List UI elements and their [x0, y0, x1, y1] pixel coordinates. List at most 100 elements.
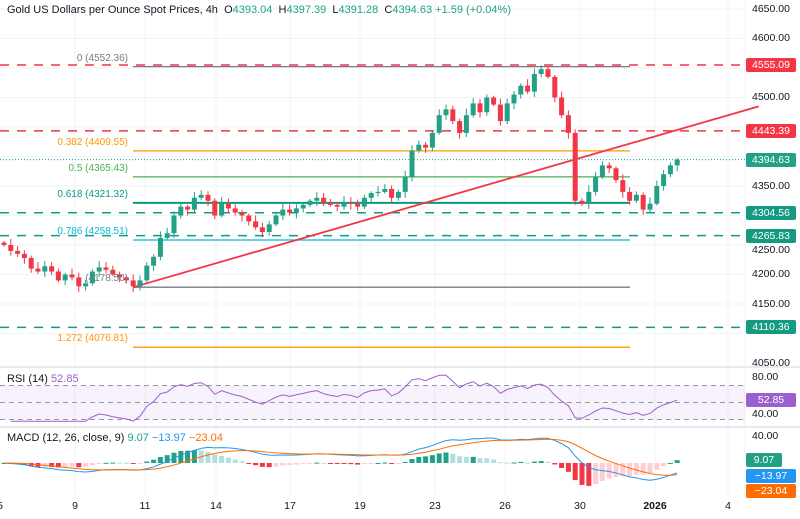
candle-body: [198, 194, 204, 198]
macd-histogram-bar: [538, 461, 544, 463]
macd-histogram-bar: [511, 462, 517, 464]
macd-histogram-bar: [593, 463, 599, 485]
fib-label: 0 (4552.36): [76, 52, 128, 64]
candle-body: [178, 206, 184, 216]
date-tick: 9: [72, 500, 78, 512]
candle-body: [416, 144, 422, 151]
macd-histogram-bar: [423, 456, 429, 463]
macd-histogram-bar: [579, 463, 585, 485]
candle-body: [443, 109, 449, 116]
candle-body: [423, 144, 429, 148]
macd-histogram-bar: [103, 462, 109, 464]
candle-body: [21, 253, 27, 258]
price-tick: 4350.00: [752, 179, 790, 192]
date-tick: 19: [354, 500, 366, 512]
date-tick: 30: [574, 500, 586, 512]
candle-body: [123, 277, 129, 281]
candle-body: [321, 197, 327, 203]
macd-histogram-bar: [477, 458, 483, 463]
candle-body: [157, 237, 163, 257]
macd-histogram-bar: [137, 463, 143, 464]
candle-body: [42, 266, 48, 272]
macd-histogram-bar: [620, 463, 626, 477]
macd-histogram-bar: [55, 463, 61, 468]
change-value: +1.59 (+0.04%): [435, 4, 511, 16]
candle-body: [232, 208, 238, 213]
fib-label: 0.5 (4365.43): [68, 162, 129, 174]
date-tick: 2026: [643, 500, 667, 512]
macd-histogram-bar: [246, 463, 252, 464]
candle-body: [559, 97, 565, 116]
candle-body: [511, 94, 517, 104]
candle-body: [538, 69, 544, 74]
macd-histogram-bar: [627, 463, 633, 477]
candle-body: [327, 202, 333, 205]
candle-body: [144, 265, 150, 281]
candle-body: [293, 208, 299, 213]
macd-histogram-bar: [559, 463, 565, 468]
macd-histogram-bar: [83, 463, 89, 467]
candle-body: [565, 115, 571, 133]
macd-histogram-bar: [151, 459, 157, 463]
rsi-tick: 80.00: [752, 370, 779, 383]
price-tick: 4200.00: [752, 268, 790, 280]
candle-body: [368, 193, 374, 198]
rsi-value-tag: 52.85: [746, 393, 796, 408]
candle-body: [171, 215, 177, 234]
candle-body: [76, 277, 82, 287]
candle-body: [633, 194, 639, 201]
close-value: 4394.63: [392, 4, 433, 16]
macd-histogram-bar: [327, 463, 333, 464]
macd-histogram-bar: [436, 453, 442, 463]
candle-body: [470, 103, 476, 116]
macd-histogram-bar: [293, 463, 299, 465]
macd-histogram-bar: [49, 463, 55, 467]
fib-label: 0.618 (4321.32): [57, 188, 128, 200]
candle-body: [348, 202, 354, 204]
macd-histogram-bar: [178, 450, 184, 463]
fib-label: 1.272 (4076.81): [57, 333, 128, 345]
candle-body: [314, 197, 320, 201]
macd-histogram-bar: [375, 462, 381, 464]
low-value: 4391.28: [338, 4, 379, 16]
candle-body: [55, 271, 61, 281]
macd-histogram-bar: [225, 457, 231, 463]
macd-histogram-bar: [314, 462, 320, 464]
support-price-tag: 4304.56: [746, 205, 796, 220]
chart-legend: Gold US Dollars per Ounce Spot Prices, 4…: [7, 4, 511, 16]
candle-body: [457, 121, 463, 133]
candle-body: [531, 73, 537, 92]
resistance-price-tag: 4555.09: [746, 57, 796, 72]
macd-histogram-bar: [287, 463, 293, 466]
date-tick: 11: [139, 500, 151, 512]
candle-body: [239, 212, 245, 216]
signal-value-tag: −23.04: [746, 484, 796, 498]
macd-histogram-bar: [484, 458, 490, 463]
macd-histogram-bar: [89, 463, 95, 466]
macd-histogram-bar: [307, 463, 313, 464]
macd-histogram-bar: [531, 461, 537, 463]
macd-histogram-bar: [334, 463, 340, 464]
candle-body: [620, 180, 626, 192]
macd-histogram-bar: [606, 463, 612, 479]
macd-histogram-bar: [212, 454, 218, 463]
candle-body: [103, 267, 109, 270]
macd-histogram-bar: [402, 461, 408, 463]
candle-body: [586, 191, 592, 204]
candle-body: [273, 215, 279, 225]
macd-histogram-bar: [674, 460, 680, 463]
macd-histogram-bar: [96, 463, 102, 464]
rsi-line: [10, 374, 678, 422]
macd-histogram-bar: [599, 463, 605, 482]
candle-body: [640, 194, 646, 210]
date-tick: 23: [429, 500, 441, 512]
macd-histogram-bar: [491, 459, 497, 463]
candle-body: [334, 204, 340, 207]
macd-histogram-bar: [191, 450, 197, 463]
macd-histogram-bar: [185, 450, 191, 463]
date-tick: 17: [284, 500, 296, 512]
macd-histogram-bar: [144, 461, 150, 463]
macd-histogram-bar: [205, 451, 211, 463]
